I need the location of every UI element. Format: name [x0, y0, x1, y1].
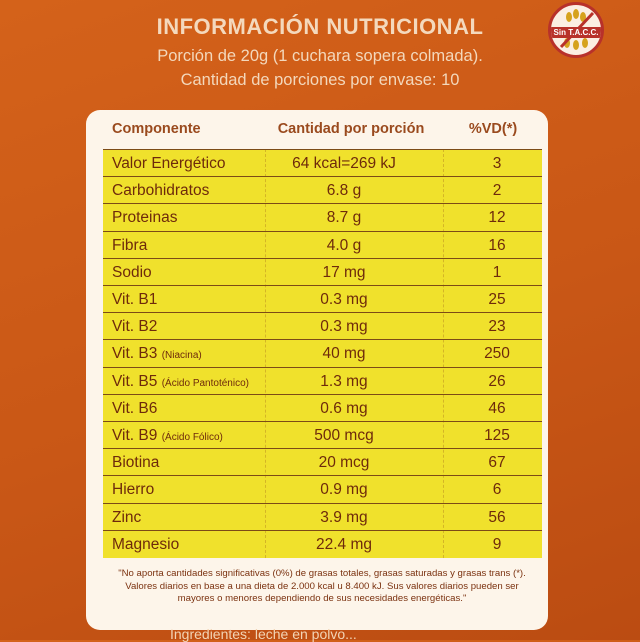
nutrient-vd: 1	[492, 263, 502, 281]
nutrient-vd: 16	[488, 236, 506, 254]
nutrient-label: Hierro	[112, 481, 155, 499]
nutrient-label: Vit. B6	[112, 399, 158, 417]
nutrient-label: Zinc	[112, 508, 142, 526]
nutrient-name: Biotina	[112, 454, 159, 472]
nutrient-amount: 0.3 mg	[320, 291, 368, 308]
table-row: Magnesio 22.4 mg 9	[103, 529, 542, 557]
nutrient-label: Vit. B2	[112, 318, 158, 336]
column-header-component: Componente	[112, 121, 201, 137]
nutrient-label: Vit. B1	[112, 291, 158, 308]
nutrient-vd: 46	[488, 399, 506, 417]
column-header-vd: %VD(*)	[468, 121, 518, 137]
nutrient-vd: 250	[484, 345, 510, 363]
nutrient-amount: 3.9 mg	[320, 508, 368, 526]
nutrient-amount: 22.4 mg	[315, 535, 372, 553]
badge-label: Sin T.A.C.C.	[551, 27, 601, 38]
nutrient-name: Proteinas	[112, 209, 177, 227]
nutrient-note: (Ácido Fólico)	[161, 432, 223, 443]
column-divider	[443, 149, 444, 558]
nutrient-name: Carbohidratos	[112, 182, 209, 200]
nutrient-label: Vit. B5	[112, 372, 158, 390]
nutrient-amount: 4.0 g	[326, 236, 362, 254]
table-row: Vit. B1 0.3 mg 25	[103, 285, 542, 312]
nutrient-note: (Niacina)	[161, 350, 202, 362]
footnote: "No aporta cantidades significativas (0%…	[118, 568, 526, 604]
nutrient-name: Vit. B1	[112, 291, 157, 309]
nutrient-name: Vit. B2	[112, 318, 157, 336]
nutrient-vd: 125	[484, 427, 510, 444]
nutrient-name: Vit. B9 (Ácido Fólico)	[112, 427, 223, 445]
table-row: Zinc 3.9 mg 56	[103, 502, 542, 530]
table-row: Vit. B2 0.3 mg 23	[103, 312, 542, 339]
nutrient-name: Vit. B5 (Ácido Pantoténico)	[112, 373, 249, 391]
nutrition-rows: Valor Energético 64 kcal=269 kJ 3 Carbohidr…	[103, 149, 542, 558]
nutrient-vd: 9	[492, 535, 502, 553]
nutrient-label: Fibra	[112, 236, 148, 254]
nutrient-amount: 17 mg	[322, 263, 366, 281]
nutrient-name: Sodio	[112, 264, 152, 282]
nutrient-name: Vit. B6	[112, 400, 157, 418]
column-header-amount: Cantidad por porción	[277, 121, 425, 137]
nutrient-label: Vit. B3	[112, 345, 158, 363]
nutrient-amount: 6.8 g	[326, 182, 362, 200]
table-row: Hierro 0.9 mg 6	[103, 475, 542, 502]
nutrient-note: (Ácido Pantoténico)	[161, 377, 249, 389]
table-row: Valor Energético 64 kcal=269 kJ 3	[103, 149, 542, 176]
table-row: Carbohidratos 6.8 g 2	[103, 176, 542, 203]
nutrient-label: Proteinas	[112, 209, 178, 227]
ingredients-text: Ingredientes: leche en polvo...	[170, 626, 357, 642]
table-header: Componente Cantidad por porción %VD(*)	[86, 110, 548, 148]
nutrient-amount: 64 kcal=269 kJ	[292, 155, 396, 172]
nutrient-name: Valor Energético	[112, 155, 225, 173]
nutrient-name: Fibra	[112, 237, 147, 255]
table-row: Vit. B6 0.6 mg 46	[103, 393, 542, 421]
nutrient-vd: 6	[492, 481, 502, 499]
nutrient-amount: 40 mg	[322, 345, 366, 363]
nutrient-name: Vit. B3 (Niacina)	[112, 345, 202, 363]
servings-text: Cantidad de porciones por envase: 10	[180, 71, 460, 89]
nutrient-label: Vit. B9	[112, 427, 158, 444]
nutrient-vd: 26	[488, 372, 506, 390]
nutrient-amount: 0.3 mg	[320, 318, 368, 336]
panel-title: INFORMACIÓN NUTRICIONAL	[156, 14, 484, 39]
portion-text: Porción de 20g (1 cuchara sopera colmada…	[157, 47, 483, 65]
table-row: Vit. B5 (Ácido Pantoténico) 1.3 mg 26	[103, 366, 542, 394]
nutrient-name: Zinc	[112, 509, 141, 527]
nutrient-vd: 12	[488, 209, 506, 227]
nutrient-label: Carbohidratos	[112, 182, 210, 200]
nutrient-amount: 1.3 mg	[320, 372, 368, 390]
table-row: Proteinas 8.7 g 12	[103, 203, 542, 230]
table-row: Fibra 4.0 g 16	[103, 230, 542, 258]
nutrient-vd: 56	[488, 508, 506, 526]
nutrient-name: Magnesio	[112, 536, 179, 554]
column-divider	[265, 149, 266, 558]
nutrient-label: Biotina	[112, 454, 160, 472]
nutrient-label: Valor Energético	[112, 155, 226, 172]
nutrient-name: Hierro	[112, 481, 154, 499]
nutrient-vd: 25	[488, 291, 506, 308]
gluten-free-seal: Sin T.A.C.C.	[548, 2, 604, 58]
nutrient-label: Magnesio	[112, 535, 180, 553]
table-row: Sodio 17 mg 1	[103, 257, 542, 285]
nutrient-amount: 20 mcg	[318, 454, 370, 472]
table-row: Biotina 20 mcg 67	[103, 448, 542, 475]
nutrient-vd: 2	[492, 182, 502, 200]
nutrient-vd: 67	[488, 454, 506, 472]
nutrient-amount: 8.7 g	[326, 209, 362, 227]
nutrient-label: Sodio	[112, 263, 152, 281]
table-row: Vit. B9 (Ácido Fólico) 500 mcg 125	[103, 421, 542, 448]
nutrient-vd: 23	[488, 318, 506, 336]
nutrient-vd: 3	[492, 155, 502, 172]
nutrient-amount: 500 mcg	[314, 427, 374, 444]
nutrient-amount: 0.9 mg	[320, 481, 368, 499]
nutrient-amount: 0.6 mg	[320, 399, 368, 417]
table-row: Vit. B3 (Niacina) 40 mg 250	[103, 339, 542, 366]
